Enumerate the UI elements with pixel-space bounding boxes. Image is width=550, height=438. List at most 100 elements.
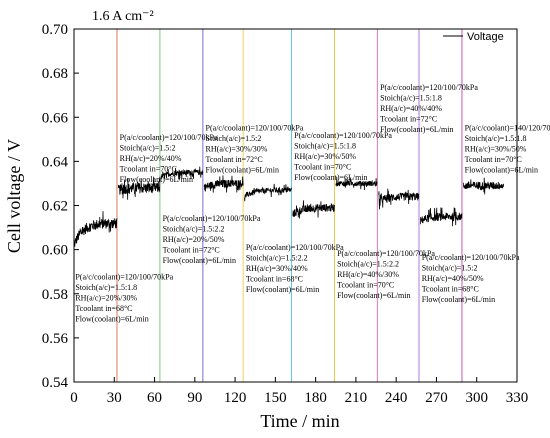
condition-annotation-line: RH(a/c)=40%/30% (337, 270, 399, 279)
condition-change-markers (116, 29, 463, 382)
condition-annotation: P(a/c/coolant)=120/100/70kPa Stoich(a/c)=… (120, 133, 218, 184)
voltage-segment (419, 207, 463, 227)
condition-annotation-line: Stoich(a/c)=1.5:2.2 (163, 225, 225, 234)
condition-annotation-line: Flow(coolant)=6L/min (380, 125, 453, 134)
x-tick-label: 270 (425, 390, 448, 406)
x-tick-label: 240 (385, 390, 408, 406)
y-tick-label: 0.68 (42, 66, 68, 82)
condition-annotation-line: Tcoolant in=70°C (294, 163, 351, 172)
x-tick-label: 180 (304, 390, 327, 406)
condition-annotation-line: RH(a/c)=20%/50% (163, 235, 225, 244)
y-tick-label: 0.70 (42, 22, 68, 38)
voltage-segment (292, 200, 335, 219)
voltage-segment (462, 177, 504, 195)
condition-annotation-line: Flow(coolant)=6L/min (337, 291, 410, 300)
condition-annotation-line: RH(a/c)=20%/40% (120, 154, 182, 163)
condition-annotation-line: P(a/c/coolant)=120/100/70kPa (246, 243, 344, 252)
condition-annotation-line: Stoich(a/c)=1.5:1.8 (294, 142, 356, 151)
x-tick-label: 210 (345, 390, 368, 406)
y-tick-label: 0.60 (42, 243, 68, 259)
condition-annotation-line: Tcoolant in=72°C (163, 246, 220, 255)
condition-annotation-line: Tcoolant in=72°C (380, 115, 437, 124)
condition-annotation-line: RH(a/c)=30%/50% (294, 152, 356, 161)
condition-annotation-line: P(a/c/coolant)=120/100/70kPa (206, 123, 304, 132)
condition-annotation-line: RH(a/c)=20%/30% (75, 294, 137, 303)
condition-annotation-line: Tcoolant in=70°C (337, 280, 394, 289)
y-tick-label: 0.64 (42, 154, 69, 170)
condition-annotation-line: P(a/c/coolant)=120/100/70kPa (294, 131, 392, 140)
voltage-segment (335, 176, 378, 191)
voltage-segment (117, 176, 161, 200)
condition-annotation-line: Stoich(a/c)=1.5:2.2 (246, 254, 308, 263)
voltage-series (73, 166, 504, 247)
condition-annotation: P(a/c/coolant)=120/100/70kPa Stoich(a/c)=… (422, 253, 520, 304)
condition-annotation-line: Flow(coolant)=6L/min (163, 256, 236, 265)
condition-annotation-line: Tcoolant in=72°C (206, 155, 263, 164)
y-tick-label: 0.66 (42, 110, 69, 126)
condition-annotation-line: RH(a/c)=30%/40% (246, 264, 308, 273)
condition-annotation-line: Stoich(a/c)=1.5:2 (206, 134, 262, 143)
condition-annotation-line: Flow(coolant)=6L/min (246, 285, 319, 294)
condition-annotation-line: Stoich(a/c)=1.5:1.8 (75, 283, 137, 292)
voltage-segment (244, 183, 292, 202)
condition-annotation: P(a/c/coolant)=140/120/70kPa Stoich(a/c)=… (465, 123, 550, 174)
y-tick-label: 0.56 (42, 331, 69, 347)
condition-annotation-line: Tcoolant in=68°C (75, 304, 132, 313)
condition-annotation-line: Flow(coolant)=6L/min (465, 165, 538, 174)
condition-annotation: P(a/c/coolant)=120/100/70kPa Stoich(a/c)=… (206, 123, 304, 174)
condition-annotation-line: P(a/c/coolant)=140/120/70kPa (465, 123, 550, 132)
condition-annotations: P(a/c/coolant)=120/100/70kPa Stoich(a/c)=… (75, 83, 550, 324)
condition-annotation-line: RH(a/c)=30%/50% (465, 144, 527, 153)
x-tick-label: 90 (187, 390, 202, 406)
x-axis-title: Time / min (260, 411, 339, 431)
y-tick-label: 0.54 (42, 375, 69, 391)
condition-annotation-line: P(a/c/coolant)=120/100/70kPa (163, 214, 261, 223)
y-axis-title: Cell voltage / V (4, 139, 24, 253)
x-tick-label: 0 (70, 390, 78, 406)
condition-annotation-line: RH(a/c)=40%/40% (380, 104, 442, 113)
condition-annotation-line: Tcoolant in=70°C (465, 155, 522, 164)
condition-annotation-line: RH(a/c)=40%/50% (422, 274, 484, 283)
x-tick-label: 60 (147, 390, 162, 406)
voltage-segment (378, 188, 420, 210)
condition-annotation-line: Tcoolant in=68°C (246, 275, 303, 284)
x-tick-label: 330 (506, 390, 529, 406)
condition-annotation-line: Flow(coolant)=6L/min (294, 173, 367, 182)
condition-annotation-line: Stoich(a/c)=1.5:2 (422, 264, 478, 273)
condition-annotation-line: Stoich(a/c)=1.5:1.8 (465, 134, 527, 143)
condition-annotation-line: Stoich(a/c)=1.5:2 (120, 143, 176, 152)
condition-annotation: P(a/c/coolant)=120/100/70kPa Stoich(a/c)=… (380, 83, 478, 134)
condition-annotation-line: Flow(coolant)=6L/min (206, 165, 279, 174)
y-tick-label: 0.62 (42, 199, 68, 215)
current-density-label: 1.6 A cm⁻² (92, 9, 154, 24)
legend: Voltage (443, 31, 504, 43)
condition-annotation-line: RH(a/c)=30%/30% (206, 144, 268, 153)
condition-annotation-line: P(a/c/coolant)=120/100/70kPa (380, 83, 478, 92)
condition-annotation-line: P(a/c/coolant)=120/100/70kPa (422, 253, 520, 262)
voltage-segment (160, 166, 204, 180)
axis-ticks: 0 30 60 90 120 150 180 210 240 270 300 330 0.54 0.56 0… (42, 22, 529, 406)
condition-annotation-line: P(a/c/coolant)=120/100/70kPa (120, 133, 218, 142)
condition-annotation-line: Flow(coolant)=6L/min (120, 175, 193, 184)
condition-annotation-line: P(a/c/coolant)=120/100/70kPa (75, 273, 173, 282)
x-tick-label: 120 (224, 390, 247, 406)
condition-annotation-line: P(a/c/coolant)=120/100/70kPa (337, 249, 435, 258)
condition-annotation: P(a/c/coolant)=120/100/70kPa Stoich(a/c)=… (337, 249, 435, 300)
condition-annotation-line: Flow(coolant)=6L/min (75, 315, 148, 324)
voltage-segment (73, 211, 118, 247)
legend-label-voltage: Voltage (467, 31, 504, 43)
condition-annotation: P(a/c/coolant)=120/100/70kPa Stoich(a/c)=… (163, 214, 261, 265)
x-tick-label: 30 (107, 390, 122, 406)
condition-annotation-line: Stoich(a/c)=1.5:1.8 (380, 94, 442, 103)
condition-annotation: P(a/c/coolant)=120/100/70kPa Stoich(a/c)=… (246, 243, 344, 294)
condition-annotation-line: Tcoolant in=68°C (422, 285, 479, 294)
condition-annotation-line: Stoich(a/c)=1.5:2.2 (337, 259, 399, 268)
condition-annotation-line: Flow(coolant)=6L/min (422, 295, 495, 304)
x-tick-label: 300 (465, 390, 488, 406)
condition-annotation-line: Tcoolant in=70°C (120, 164, 177, 173)
condition-annotation: P(a/c/coolant)=120/100/70kPa Stoich(a/c)=… (294, 131, 392, 182)
condition-annotation: P(a/c/coolant)=120/100/70kPa Stoich(a/c)=… (75, 273, 173, 324)
voltage-segment (203, 175, 244, 193)
x-tick-label: 150 (264, 390, 287, 406)
